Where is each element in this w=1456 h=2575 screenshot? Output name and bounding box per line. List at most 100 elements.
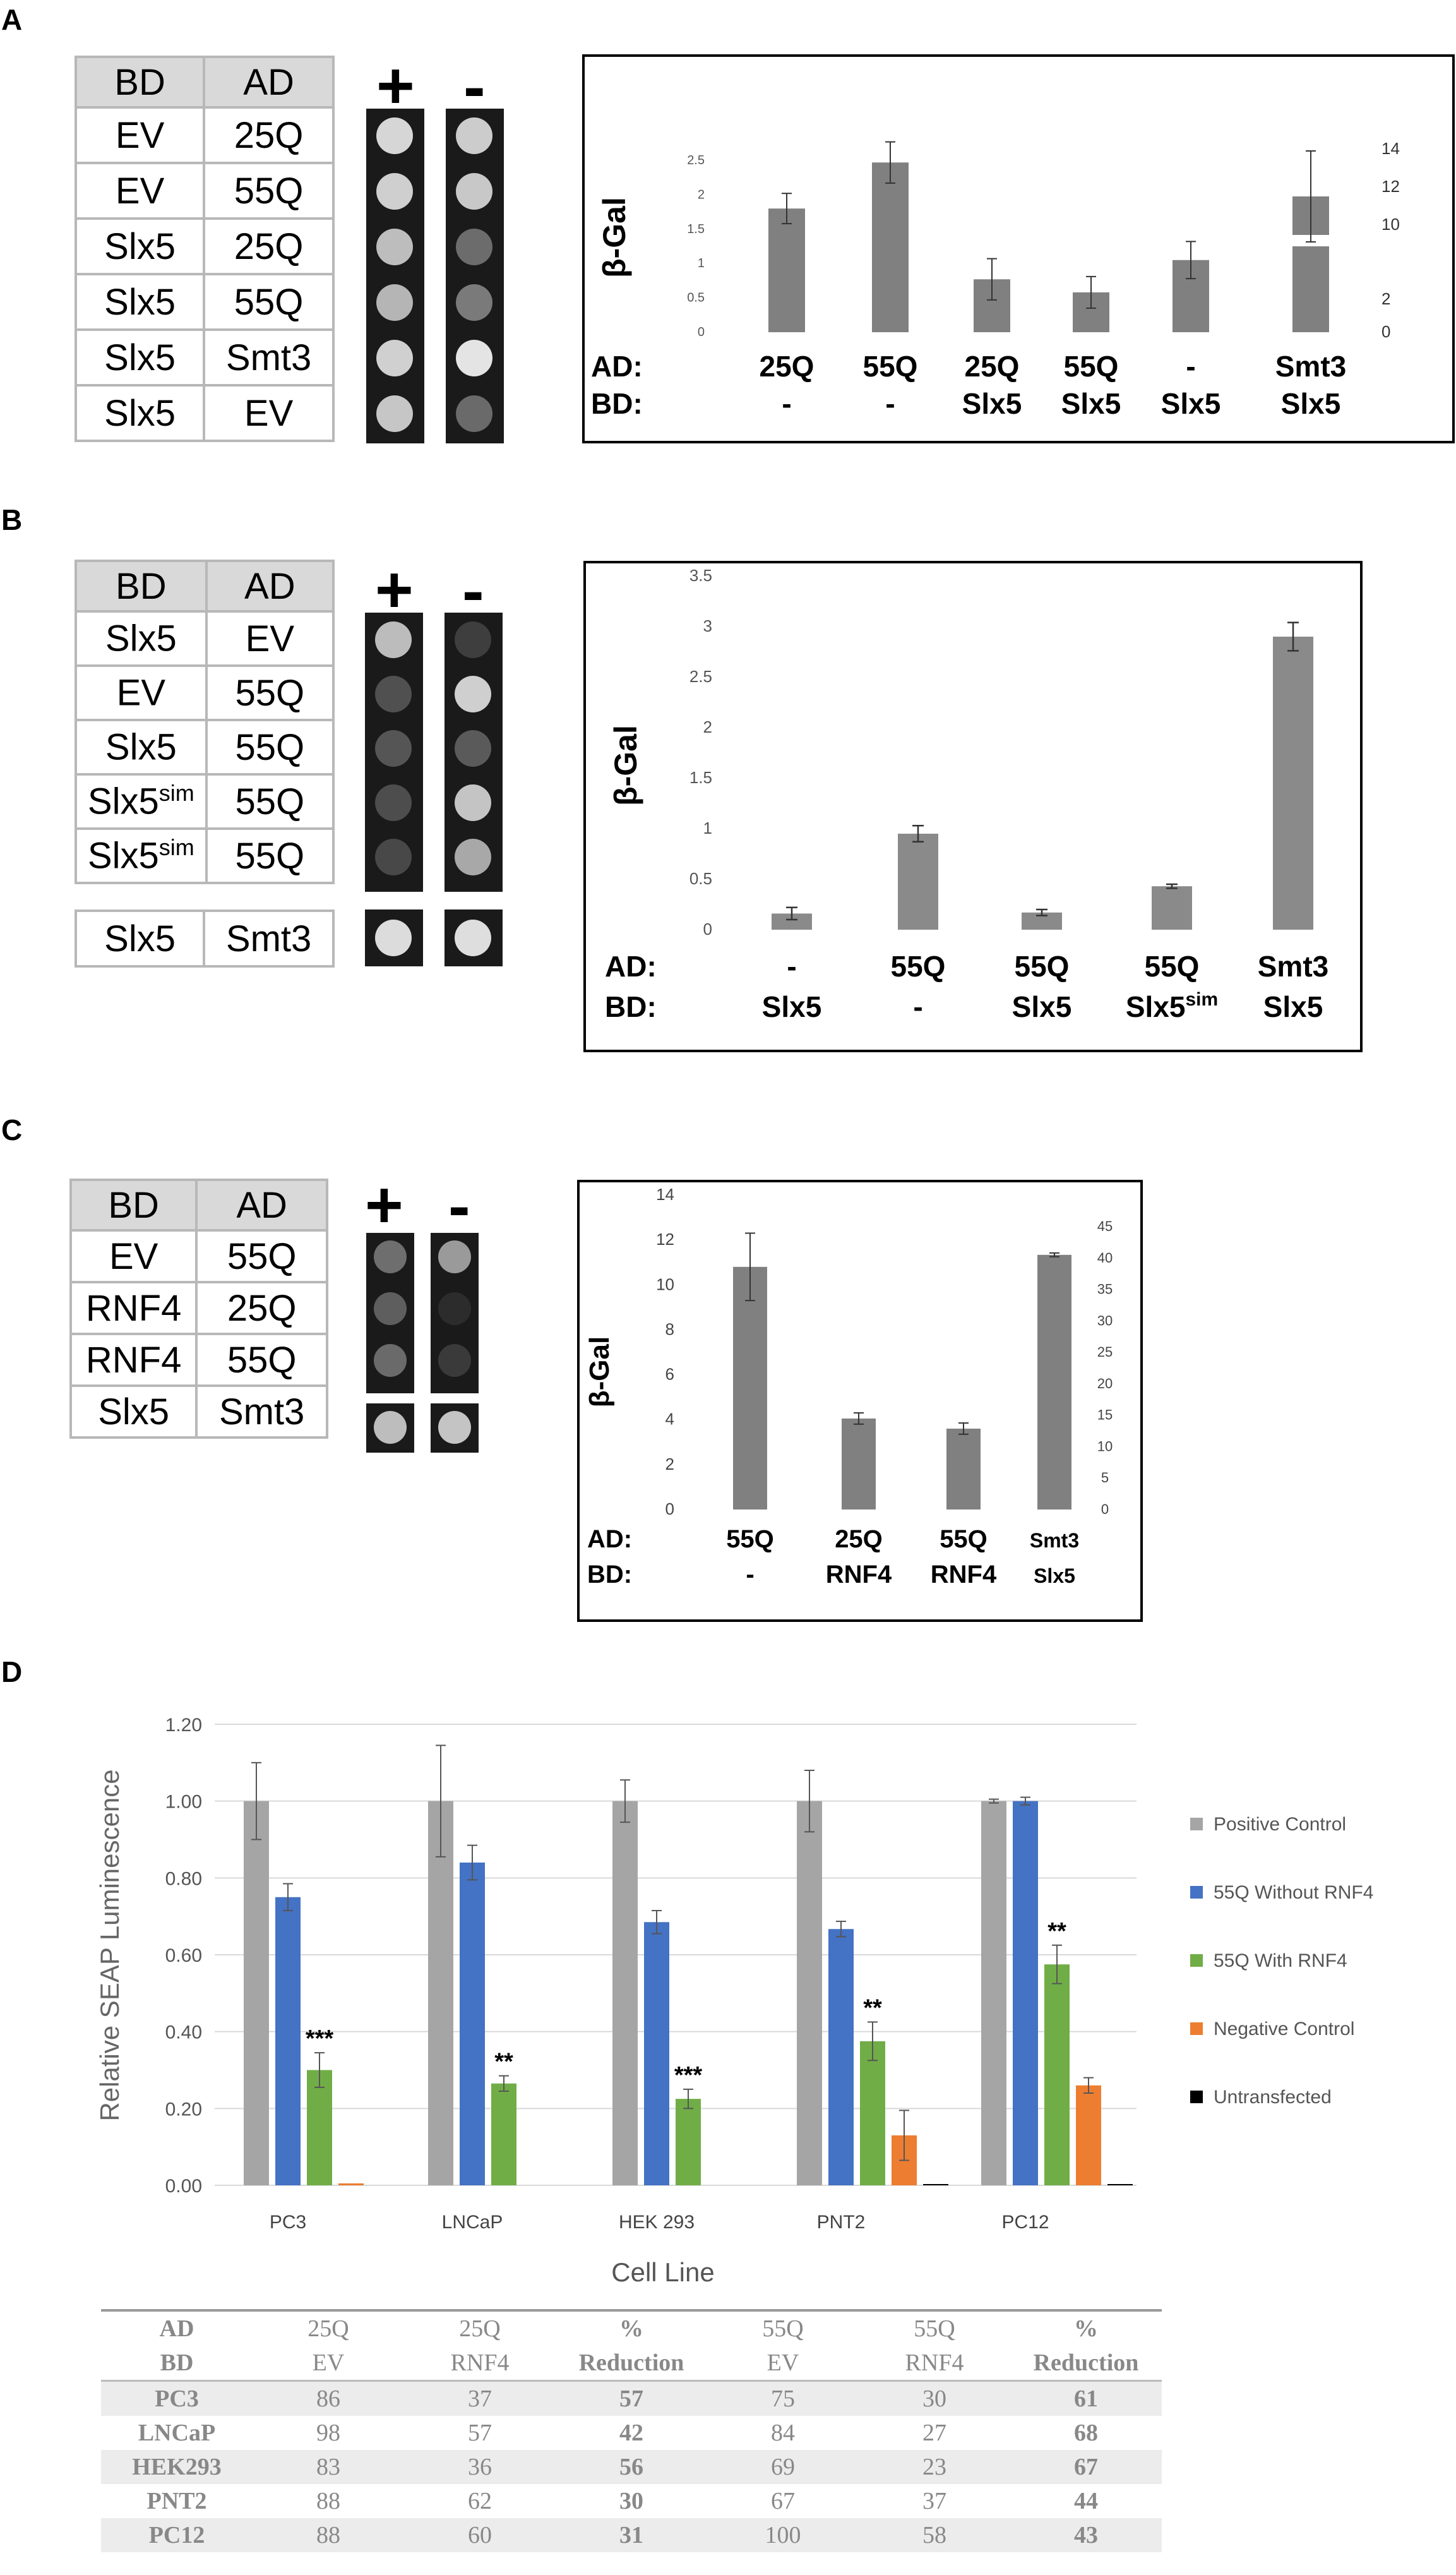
bar xyxy=(981,1801,1006,2185)
ad-label: 55Q xyxy=(726,1525,774,1553)
bd-cell: Slx5 xyxy=(74,384,206,442)
yeast-spot xyxy=(374,1292,407,1325)
yeast-spot xyxy=(374,1240,407,1273)
yeast-table-a: BD AD EV 25Q EV 55Q Slx5 25Q Slx5 55Q Slx5 Sm… xyxy=(74,56,335,442)
yeast-spot xyxy=(438,1344,471,1377)
bar xyxy=(307,2070,332,2185)
y-tick-label: 1 xyxy=(698,256,705,270)
y-tick-label: 2.5 xyxy=(687,153,705,167)
bar xyxy=(923,2184,948,2185)
table-row: PC3 86 37 57 75 30 61 xyxy=(101,2380,1162,2416)
yeast-spot xyxy=(374,1411,407,1444)
yeast-spot xyxy=(438,1411,471,1444)
bar xyxy=(1044,1964,1070,2185)
header-cell: BD xyxy=(160,2350,194,2376)
ad-label: 55Q xyxy=(863,350,918,383)
bar xyxy=(828,1929,854,2185)
secondary-tick-label: 45 xyxy=(1097,1218,1113,1234)
legend-label: Untransfected xyxy=(1214,2087,1332,2108)
ad-cell: 55Q xyxy=(205,827,335,884)
yeast-spot xyxy=(456,173,492,210)
secondary-tick-label: 14 xyxy=(1381,139,1400,158)
bar xyxy=(275,1897,301,2185)
ad-cell: 55Q xyxy=(195,1333,328,1387)
chart-b-svg: 0 0.5 1 1.5 2 2.5 3 3.5 - Slx5 55Q - 55Q Slx5 55Q Slx5… xyxy=(605,566,1328,1023)
yeast-spot xyxy=(376,284,413,321)
secondary-tick-label: 5 xyxy=(1101,1470,1109,1486)
yeast-spot xyxy=(456,395,492,432)
significance-mark: ** xyxy=(494,2049,513,2075)
bar xyxy=(491,2083,516,2185)
ad-label: Smt3 xyxy=(1275,350,1346,383)
header-ad: AD xyxy=(203,56,335,109)
y-tick-label: 1 xyxy=(703,819,712,837)
yeast-spot xyxy=(376,117,413,154)
secondary-tick-label: 0 xyxy=(1101,1501,1109,1517)
bar xyxy=(1013,1801,1038,2185)
y-tick-label: 0.40 xyxy=(165,2022,202,2043)
minus-sign: - xyxy=(448,1170,470,1243)
significance-mark: ** xyxy=(863,1995,882,2021)
y-tick-label: 2 xyxy=(703,717,712,736)
y-tick-label: 12 xyxy=(656,1230,674,1249)
x-tick-label: PNT2 xyxy=(817,2212,866,2233)
bd-label: Slx5 xyxy=(1012,990,1072,1023)
header-ad: AD xyxy=(195,1179,328,1232)
y-tick-label: 6 xyxy=(665,1365,674,1384)
secondary-tick-label: 30 xyxy=(1097,1312,1113,1328)
bar xyxy=(1152,886,1192,930)
y-tick-label: 0 xyxy=(698,325,705,339)
yeast-spot xyxy=(375,920,412,956)
bd-label: - xyxy=(746,1561,754,1588)
bd-cell: Slx5sim xyxy=(75,773,208,830)
bar xyxy=(676,2099,701,2185)
bar xyxy=(1037,1254,1071,1510)
yeast-table-c: BD AD EV 55Q RNF4 25Q RNF4 55Q Slx5 Smt3 xyxy=(69,1179,328,1439)
summary-table: AD 25Q 25Q % 55Q 55Q % BD EV RNF4 Reduct… xyxy=(101,2309,1162,2552)
y-axis-label: β-Gal xyxy=(608,725,643,806)
header-cell: AD xyxy=(159,2315,194,2342)
spot-column-plus xyxy=(366,109,424,443)
bar xyxy=(1107,2184,1133,2185)
ad-cell: EV xyxy=(203,384,335,442)
bd-cell: Slx5 xyxy=(75,610,208,667)
legend-label: 55Q Without RNF4 xyxy=(1214,1882,1373,1903)
header-cell: Reduction xyxy=(1033,2350,1139,2376)
yeast-table-b-extra: Slx5 Smt3 xyxy=(74,909,335,968)
yeast-spot xyxy=(455,920,491,956)
y-axis-label: Relative SEAP Luminescence xyxy=(95,1769,124,2121)
header-cell: 25Q xyxy=(307,2315,349,2342)
panel-letter-a: A xyxy=(1,3,23,36)
ad-cell: 55Q xyxy=(203,273,335,331)
spot-column-minus xyxy=(446,109,504,443)
y-tick-label: 4 xyxy=(665,1410,674,1429)
bd-row-label: BD: xyxy=(605,990,657,1023)
bd-label: Slx5 xyxy=(1034,1564,1075,1587)
secondary-tick-label: 2 xyxy=(1381,289,1390,308)
header-bd: BD xyxy=(75,560,208,613)
secondary-tick-label: 25 xyxy=(1097,1344,1113,1360)
yeast-spot xyxy=(375,676,412,712)
y-tick-label: 0.80 xyxy=(165,1868,202,1889)
y-tick-label: 2 xyxy=(698,188,705,201)
ad-cell: Smt3 xyxy=(195,1384,328,1439)
header-cell: RNF4 xyxy=(905,2350,964,2376)
legend-label: Positive Control xyxy=(1214,1814,1346,1835)
bd-label: Slx5 xyxy=(762,990,822,1023)
header-cell: EV xyxy=(312,2350,345,2376)
yeast-spot xyxy=(455,730,491,767)
legend-label: Negative Control xyxy=(1214,2019,1354,2039)
secondary-tick-label: 12 xyxy=(1381,177,1400,196)
ad-row-label: AD: xyxy=(587,1525,632,1553)
ad-label: Smt3 xyxy=(1258,950,1328,983)
secondary-tick-label: 20 xyxy=(1097,1376,1113,1391)
ad-cell: 55Q xyxy=(195,1229,328,1283)
bar xyxy=(1273,637,1313,930)
legend-swatch xyxy=(1190,1818,1203,1830)
header-cell: % xyxy=(619,2315,643,2342)
ad-label: 55Q xyxy=(1015,950,1070,983)
chart-box-a: 0 0.5 1 1.5 2 2.5 0 2 10 12 14 25Q - 55Q - 25Q Slx5 55Q S… xyxy=(582,54,1455,443)
chart-c-svg: 0 2 4 6 8 10 12 14 0 5 10 15 20 25 30 35 40 45 55Q - 25Q RNF… xyxy=(584,1185,1113,1588)
ad-label: - xyxy=(787,950,796,983)
ad-label: 25Q xyxy=(760,350,815,383)
